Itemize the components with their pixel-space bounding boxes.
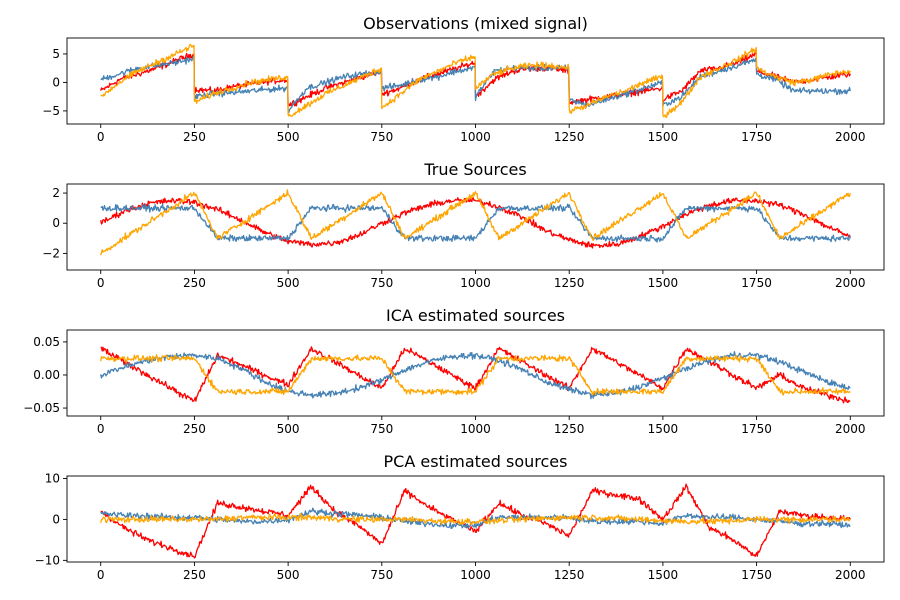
x-tick-label: 750 <box>370 130 393 144</box>
axes-frame <box>66 183 885 271</box>
x-tick-label: 500 <box>277 276 300 290</box>
x-tick-label: 250 <box>183 130 206 144</box>
x-tick-label: 250 <box>183 568 206 582</box>
x-tick-label: 0 <box>97 276 105 290</box>
x-tick-label: 1250 <box>554 276 585 290</box>
x-tick-label: 1000 <box>460 568 491 582</box>
x-tick-label: 250 <box>183 422 206 436</box>
y-tick-label: 0 <box>52 75 60 89</box>
x-tick-label: 750 <box>370 422 393 436</box>
y-tick-label: 0 <box>52 216 60 230</box>
x-tick-label: 750 <box>370 276 393 290</box>
series-line <box>100 483 851 559</box>
x-tick-label: 1250 <box>554 422 585 436</box>
x-tick-label: 0 <box>97 422 105 436</box>
x-tick-label: 1500 <box>648 568 679 582</box>
y-tick-label: −10 <box>35 553 60 567</box>
y-tick-label: −5 <box>42 104 60 118</box>
x-tick-label: 500 <box>277 130 300 144</box>
series-line <box>100 507 851 530</box>
x-tick-label: 1500 <box>648 276 679 290</box>
x-tick-label: 2000 <box>835 276 866 290</box>
subplot-title: True Sources <box>423 160 526 179</box>
x-tick-label: 1000 <box>460 130 491 144</box>
axes-frame <box>66 329 885 417</box>
x-tick-label: 1500 <box>648 130 679 144</box>
series-line <box>100 197 851 249</box>
x-tick-label: 2000 <box>835 130 866 144</box>
x-tick-label: 1500 <box>648 422 679 436</box>
y-tick-label: −0.05 <box>23 401 60 415</box>
y-tick-label: 2 <box>52 186 60 200</box>
x-tick-label: 250 <box>183 276 206 290</box>
subplot-true-sources: True Sources 0 250 500 750 1000 1250 1500 1750 2… <box>42 160 885 290</box>
x-tick-label: 1250 <box>554 568 585 582</box>
subplot-title: PCA estimated sources <box>384 452 568 471</box>
y-tick-label: 10 <box>45 471 60 485</box>
y-tick-label: 0.00 <box>33 368 60 382</box>
series-line <box>100 203 851 243</box>
series-line <box>100 189 851 256</box>
y-tick-label: −2 <box>42 246 60 260</box>
series-line <box>100 43 851 118</box>
y-tick-label: 0.05 <box>33 335 60 349</box>
y-tick-label: 0 <box>52 512 60 526</box>
subplot-title: Observations (mixed signal) <box>363 14 588 33</box>
x-tick-label: 0 <box>97 130 105 144</box>
x-tick-label: 1750 <box>741 276 772 290</box>
x-tick-label: 2000 <box>835 568 866 582</box>
x-tick-label: 2000 <box>835 422 866 436</box>
subplot-observations: Observations (mixed signal) 0 250 500 750 10… <box>42 14 885 144</box>
x-tick-label: 1000 <box>460 422 491 436</box>
x-tick-label: 500 <box>277 568 300 582</box>
x-tick-label: 1750 <box>741 568 772 582</box>
series-line <box>100 354 851 396</box>
x-tick-label: 1750 <box>741 422 772 436</box>
x-tick-label: 1250 <box>554 130 585 144</box>
subplot-title: ICA estimated sources <box>386 306 565 325</box>
x-tick-label: 0 <box>97 568 105 582</box>
x-tick-label: 500 <box>277 422 300 436</box>
series-line <box>100 512 851 525</box>
x-tick-label: 1750 <box>741 130 772 144</box>
x-tick-label: 750 <box>370 568 393 582</box>
y-tick-label: 5 <box>52 47 60 61</box>
subplot-ica-estimated-sources: ICA estimated sources 0 250 500 750 1000 1250… <box>23 306 885 436</box>
subplot-pca-estimated-sources: PCA estimated sources 0 250 500 750 1000 1250… <box>35 452 885 582</box>
x-tick-label: 1000 <box>460 276 491 290</box>
